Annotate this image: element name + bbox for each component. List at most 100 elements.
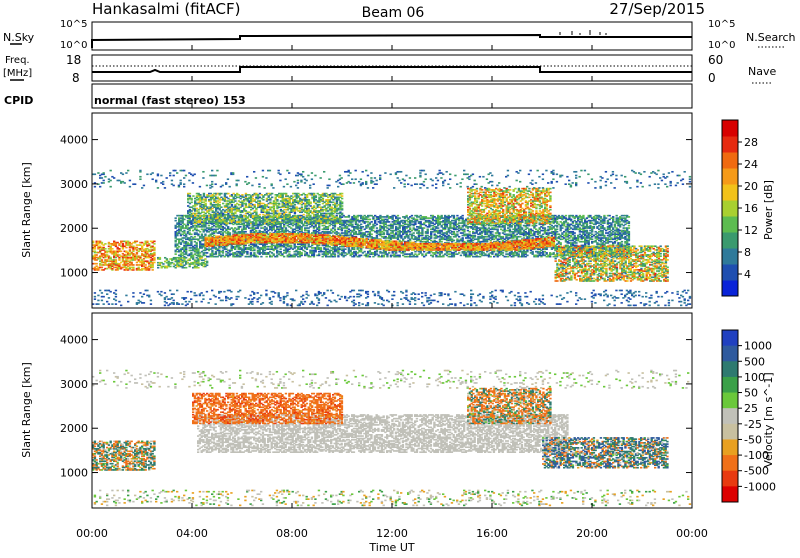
nsky-label: N.Sky <box>3 31 35 44</box>
freq-label-1: Freq. <box>5 55 30 66</box>
nsearch-spikes <box>560 30 606 35</box>
power-cell <box>362 226 364 228</box>
power-cell <box>441 241 443 243</box>
power-cell <box>498 232 500 234</box>
power-cell <box>565 215 567 217</box>
power-cell <box>544 227 546 229</box>
power-cell <box>96 263 98 265</box>
power-cell <box>308 243 310 245</box>
power-cell <box>229 232 231 234</box>
power-cell <box>371 233 373 235</box>
freq-tick-top: 18 <box>66 53 81 67</box>
power-cell <box>351 224 353 226</box>
power-cell <box>376 224 378 226</box>
power-cell <box>364 251 366 253</box>
power-cell <box>458 252 460 254</box>
power-cell <box>283 256 285 258</box>
power-cell <box>111 248 113 250</box>
power-cell <box>153 243 155 245</box>
power-cell <box>211 250 213 252</box>
power-cell <box>453 215 455 217</box>
power-cell <box>288 251 290 253</box>
power-cell <box>437 227 439 229</box>
station-title: Hankasalmi (fitACF) <box>92 0 240 18</box>
power-cell <box>197 233 199 235</box>
power-cell <box>318 253 320 255</box>
power-cell <box>453 240 455 242</box>
power-cell <box>190 252 192 254</box>
power-cell <box>206 264 208 266</box>
power-cell <box>497 228 499 230</box>
power-cell <box>120 250 122 252</box>
power-cell <box>199 231 201 233</box>
power-cell <box>185 267 187 269</box>
power-cell <box>153 241 155 243</box>
power-cell <box>183 256 185 258</box>
power-cell <box>101 242 103 244</box>
power-cell <box>441 215 443 217</box>
power-cell <box>369 219 371 221</box>
power-cell <box>458 225 460 227</box>
power-cell <box>399 217 401 219</box>
freq-trace <box>92 67 692 72</box>
power-cell <box>526 255 528 257</box>
power-cell <box>388 221 390 223</box>
power-cell <box>453 231 455 233</box>
power-cell <box>122 243 124 245</box>
power-cell <box>136 241 138 243</box>
power-cell <box>266 256 268 258</box>
power-cell <box>197 267 199 269</box>
freq-tick-bottom: 8 <box>72 71 80 85</box>
power-cell <box>204 233 206 235</box>
power-cell <box>145 264 147 266</box>
power-cell <box>162 263 164 265</box>
nsky-tick-bottom: 10^0 <box>60 40 87 51</box>
power-cell <box>409 227 411 229</box>
power-cell <box>166 258 168 260</box>
power-cell <box>169 266 171 268</box>
power-cell <box>462 217 464 219</box>
power-cell <box>369 256 371 258</box>
power-cell <box>519 236 521 238</box>
power-cell <box>383 232 385 234</box>
power-cell <box>320 247 322 249</box>
power-cell <box>227 226 229 228</box>
power-cell <box>239 226 241 228</box>
power-cell <box>257 256 259 258</box>
freq-label-2: [MHz] <box>3 68 32 79</box>
power-cell <box>463 228 465 230</box>
power-cell <box>416 219 418 221</box>
power-cell <box>152 269 154 271</box>
beam-title: Beam 06 <box>362 5 425 21</box>
power-cell <box>104 248 106 250</box>
power-cell <box>521 227 523 229</box>
power-cell <box>502 252 504 254</box>
power-cell <box>183 230 185 232</box>
power-cell <box>148 243 150 245</box>
power-cell <box>532 251 534 253</box>
power-cell <box>260 256 262 258</box>
power-cell <box>290 245 292 247</box>
power-cell <box>561 227 563 229</box>
nsky-tick-top: 10^5 <box>60 19 87 30</box>
power-cell <box>146 241 148 243</box>
power-cell <box>175 253 177 255</box>
power-cell <box>336 215 338 217</box>
power-cell <box>421 253 423 255</box>
nave-tick-bottom: 0 <box>708 71 716 85</box>
date-title: 27/Sep/2015 <box>609 0 705 18</box>
power-cell <box>206 261 208 263</box>
power-cell <box>553 252 555 254</box>
power-cell <box>190 233 192 235</box>
power-cell <box>125 247 127 249</box>
power-cell <box>399 255 401 257</box>
power-cell <box>273 253 275 255</box>
power-cell <box>280 248 282 250</box>
power-cell <box>204 258 206 260</box>
power-cell <box>458 236 460 238</box>
power-cell <box>560 242 562 244</box>
nsearch-label: N.Search <box>746 31 796 44</box>
power-cell <box>420 221 422 223</box>
